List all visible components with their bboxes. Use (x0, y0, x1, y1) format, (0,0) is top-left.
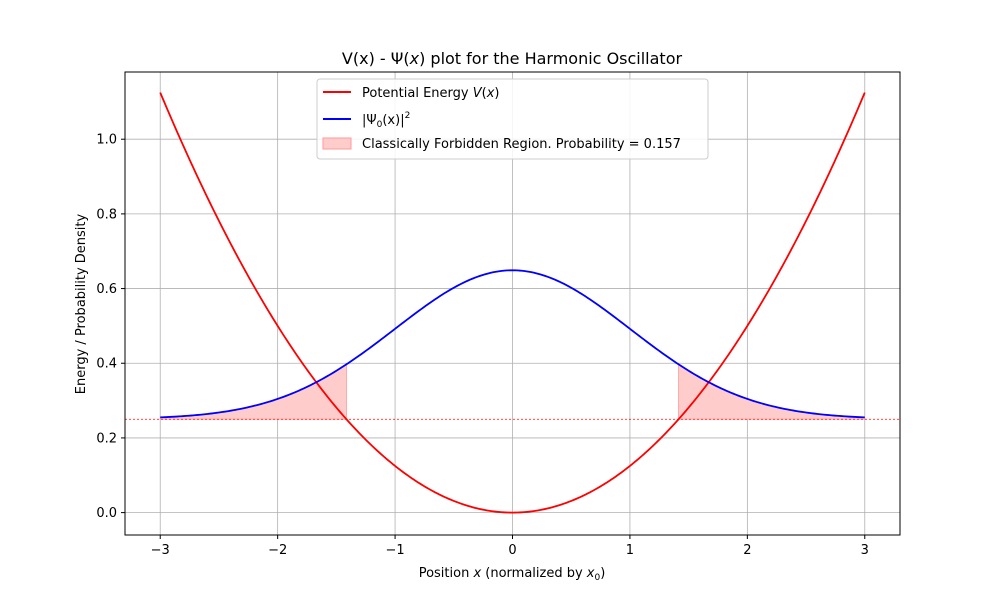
y-tick-label: 0.4 (96, 357, 117, 372)
x-tick-label: −2 (268, 543, 287, 558)
x-tick-label: 1 (626, 543, 634, 558)
x-tick-label: −1 (385, 543, 404, 558)
x-tick-label: 0 (508, 543, 516, 558)
x-axis-label: Position x (normalized by x0) (419, 566, 606, 583)
legend-label-fill: Classically Forbidden Region. Probabilit… (362, 137, 681, 152)
y-tick-label: 0.8 (96, 207, 117, 222)
y-axis-ticks: 0.0 0.2 0.4 0.6 0.8 1.0 (96, 133, 125, 521)
series-lines (159, 92, 866, 514)
chart-title: V(x) - Ψ(x) plot for the Harmonic Oscill… (342, 49, 683, 68)
legend-swatch-fill (322, 137, 352, 150)
y-tick-label: 0.0 (96, 506, 117, 521)
y-tick-label: 1.0 (96, 133, 117, 148)
y-tick-label: 0.6 (96, 282, 117, 297)
legend-box (316, 78, 709, 160)
x-tick-label: 3 (861, 543, 869, 558)
x-tick-label: −3 (151, 543, 170, 558)
x-axis-ticks: −3 −2 −1 0 1 2 3 (151, 535, 869, 558)
series-line-potential-energy (159, 92, 866, 514)
legend-label-psi: |Ψ0(x)|2 (362, 111, 410, 130)
series-line-probability-density (160, 269, 865, 419)
legend: Potential Energy VV(x) - Ψ((x) |Ψ0(x)|2 … (316, 78, 709, 160)
y-tick-label: 0.2 (96, 431, 117, 446)
legend-label-potential: Potential Energy VV(x) - Ψ((x) (362, 86, 500, 101)
y-axis-label: Energy / Probability Density (74, 213, 89, 394)
x-tick-label: 2 (743, 543, 751, 558)
